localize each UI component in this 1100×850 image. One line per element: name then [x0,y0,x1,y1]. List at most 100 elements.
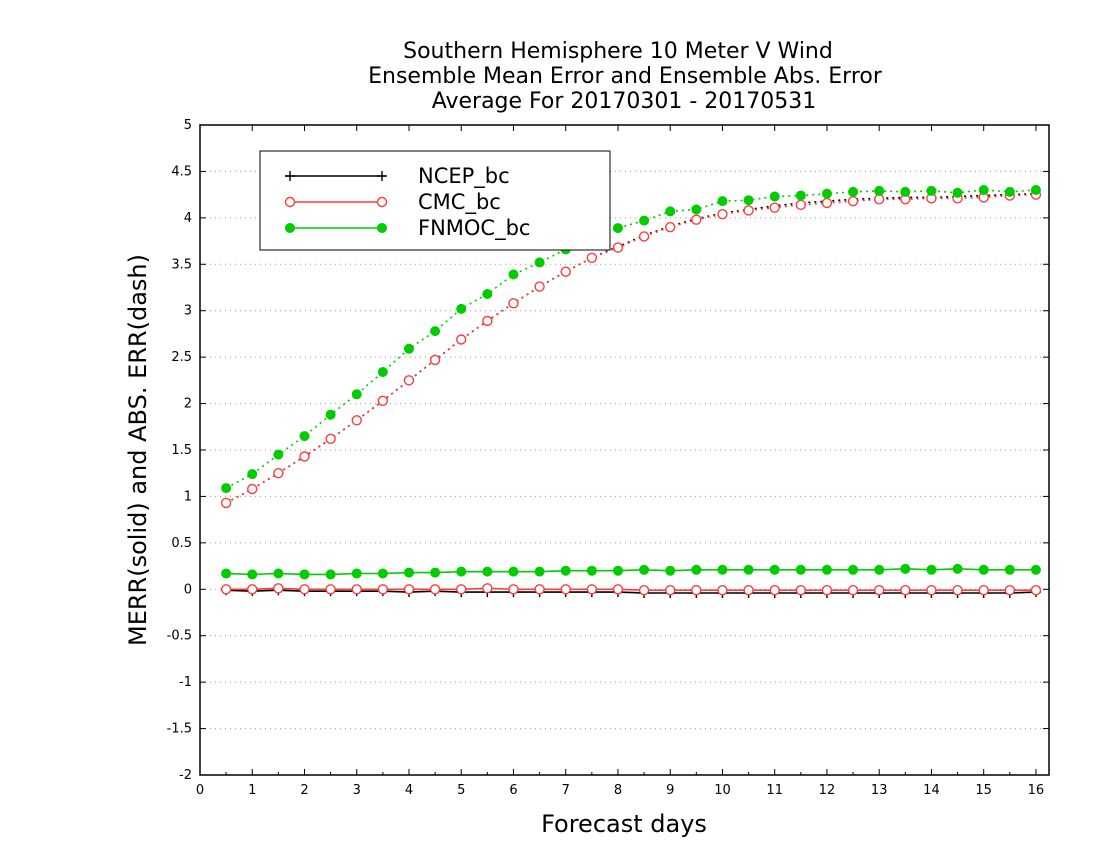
abs-err-point-CMC_bc [456,334,467,345]
title-line-2: Ensemble Mean Error and Ensemble Abs. Er… [368,64,883,89]
merr-point-CMC_bc [429,584,441,595]
y-tick-label: 5 [184,118,192,133]
abs-err-point-FNMOC_bc [456,303,467,314]
abs-err-point-FNMOC_bc [508,269,519,280]
merr-point-FNMOC_bc [848,564,859,575]
abs-err-point-FNMOC_bc [639,215,650,226]
merr-point-FNMOC_bc [691,564,702,575]
y-tick-label: 4 [184,211,192,226]
merr-point-FNMOC_bc [534,566,545,577]
abs-err-point-CMC_bc [377,395,389,406]
merr-point-CMC_bc [273,583,284,594]
merr-point-FNMOC_bc [900,563,911,574]
merr-point-CMC_bc [978,585,989,596]
merr-point-CMC_bc [795,585,807,596]
merr-point-CMC_bc [403,584,415,595]
abs-err-point-CMC_bc [534,281,545,292]
merr-point-CMC_bc [926,585,937,596]
x-tick-label: 9 [666,783,674,798]
abs-err-point-FNMOC_bc [351,389,362,400]
merr-point-CMC_bc [247,584,258,595]
abs-err-point-CMC_bc [717,208,728,220]
merr-point-FNMOC_bc [456,566,467,577]
merr-point-FNMOC_bc [612,565,623,576]
abs-err-point-FNMOC_bc [247,469,258,480]
merr-point-CMC_bc [847,585,859,596]
merr-point-CMC_bc [874,585,885,596]
y-tick-label: -1.5 [167,722,192,737]
merr-point-CMC_bc [508,584,519,595]
abs-err-point-CMC_bc [691,214,702,225]
abs-err-point-CMC_bc [769,202,780,213]
merr-point-FNMOC_bc [325,569,336,580]
merr-point-CMC_bc [769,585,780,596]
y-tick-label: -1 [179,675,192,690]
x-tick-label: 8 [614,783,622,798]
merr-point-FNMOC_bc [743,564,754,575]
abs-err-point-FNMOC_bc [377,367,388,377]
abs-err-point-CMC_bc [247,483,258,495]
x-tick-label: 4 [405,783,413,798]
merr-point-FNMOC_bc [874,564,885,575]
x-tick-label: 0 [196,783,204,798]
abs-err-point-FNMOC_bc [978,185,989,195]
merr-point-FNMOC_bc [952,563,963,574]
abs-err-point-FNMOC_bc [952,187,963,198]
abs-err-point-FNMOC_bc [1004,186,1015,197]
y-tick-label: 2.5 [171,350,192,365]
x-tick-label: 10 [714,783,731,798]
abs-err-point-FNMOC_bc [795,190,806,201]
merr-point-FNMOC_bc [560,565,571,576]
y-tick-label: 3 [184,304,192,319]
abs-err-point-CMC_bc [638,231,650,242]
merr-point-CMC_bc [821,585,833,596]
merr-point-FNMOC_bc [926,564,937,575]
merr-point-FNMOC_bc [1030,564,1041,575]
merr-point-FNMOC_bc [377,568,388,579]
merr-point-CMC_bc [325,584,336,595]
merr-point-FNMOC_bc [247,569,258,580]
merr-point-CMC_bc [560,584,571,595]
merr-point-CMC_bc [456,584,467,595]
merr-point-CMC_bc [952,585,963,596]
x-tick-label: 13 [871,783,888,798]
x-axis-label: Forecast days [541,810,707,838]
abs-err-point-CMC_bc [429,354,441,366]
merr-point-FNMOC_bc [1004,564,1015,575]
title-line-1: Southern Hemisphere 10 Meter V Wind [403,39,833,64]
merr-point-FNMOC_bc [639,564,650,575]
merr-point-FNMOC_bc [403,567,414,578]
merr-point-FNMOC_bc [430,567,441,578]
abs-err-point-FNMOC_bc [900,186,911,197]
merr-point-CMC_bc [377,584,389,595]
abs-err-point-FNMOC_bc [299,431,310,442]
y-tick-label: -2 [179,768,192,783]
y-tick-label: 1 [184,489,192,504]
merr-point-FNMOC_bc [821,564,832,575]
abs-err-point-FNMOC_bc [848,186,859,197]
abs-err-point-FNMOC_bc [403,343,414,354]
x-tick-label: 16 [1028,783,1045,798]
y-tick-label: 0.5 [171,536,192,551]
abs-err-point-CMC_bc [874,194,885,205]
y-tick-label: 2 [184,397,192,412]
abs-err-point-CMC_bc [403,375,415,386]
y-axis-label: MERR(solid) and ABS. ERR(dash) [124,254,152,646]
x-tick-label: 6 [509,783,517,798]
x-tick-label: 5 [457,783,465,798]
legend-marker-CMC_bc [376,196,388,208]
abs-err-point-CMC_bc [273,468,284,479]
abs-err-point-CMC_bc [560,266,571,277]
legend-label-CMC_bc: CMC_bc [418,190,501,215]
legend-marker-FNMOC_bc [285,223,295,233]
merr-point-CMC_bc [900,585,911,596]
merr-point-CMC_bc [717,585,728,596]
x-tick-label: 7 [562,783,570,798]
merr-point-CMC_bc [743,585,754,596]
x-tick-label: 15 [975,783,992,798]
abs-err-point-FNMOC_bc [874,185,885,196]
y-tick-label: 4.5 [171,164,192,179]
abs-err-point-FNMOC_bc [221,483,232,494]
axes: -2-1.5-1-0.500.511.522.533.544.550 1 2 3 4 5 6… [167,118,1049,798]
